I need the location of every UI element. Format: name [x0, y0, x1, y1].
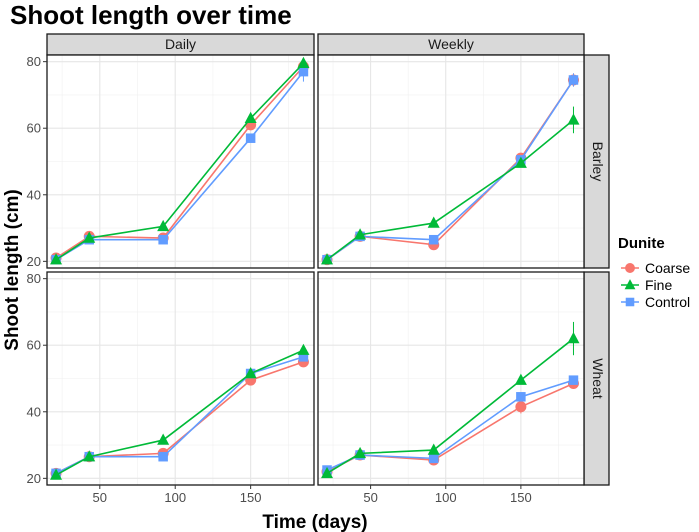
panel-border — [317, 271, 585, 486]
x-tick-label: 100 — [164, 490, 186, 505]
panel-border — [46, 54, 315, 269]
data-point-fine — [83, 231, 96, 243]
facet-panels: Daily Weekly Barley Wheat 20 40 60 80 20 40 60 80 50… — [27, 33, 610, 505]
x-tick-label: 50 — [363, 490, 377, 505]
strip-label: Daily — [165, 36, 196, 52]
data-point-control — [245, 133, 256, 143]
data-point-fine — [244, 111, 257, 123]
data-point-control — [428, 234, 439, 245]
series-fine — [50, 343, 310, 480]
data-point-fine — [50, 468, 63, 480]
x-tick-label: 150 — [240, 490, 262, 505]
legend-title: Dunite — [618, 235, 665, 252]
data-point-fine — [567, 113, 580, 125]
data-point-fine — [83, 450, 96, 462]
facet-strip-daily: Daily — [46, 33, 315, 56]
legend-key-marker — [625, 263, 635, 273]
data-point-control — [428, 453, 439, 464]
data-point-fine — [321, 466, 334, 479]
chart-title: Shoot length over time — [10, 0, 292, 30]
y-tick-label: 60 — [27, 121, 41, 136]
data-point-fine — [354, 446, 367, 459]
data-point-control — [516, 392, 526, 402]
legend-entry-fine: Fine — [621, 277, 672, 293]
data-point-fine — [427, 216, 440, 228]
y-tick-label: 80 — [27, 54, 41, 69]
legend-entry-coarse: Coarse — [621, 260, 690, 276]
strip-label: Weekly — [428, 36, 474, 52]
facet-strip-wheat: Wheat — [583, 271, 610, 486]
data-point-control — [568, 75, 579, 85]
x-tick-label: 150 — [510, 490, 532, 505]
data-point-control — [568, 375, 579, 385]
facet-strip-weekly: Weekly — [317, 33, 585, 56]
y-tick-label: 20 — [27, 471, 41, 486]
legend-entry-control: Control — [621, 294, 690, 310]
data-point-control — [298, 66, 309, 77]
data-point-control — [158, 234, 168, 245]
legend-label: Fine — [645, 277, 672, 293]
y-tick-label: 60 — [27, 338, 41, 353]
legend-label: Coarse — [645, 260, 690, 276]
data-point-fine — [157, 219, 170, 232]
data-point-fine — [514, 156, 527, 168]
series-fine — [321, 106, 580, 265]
data-point-coarse — [515, 401, 527, 413]
y-tick-label: 40 — [27, 187, 41, 202]
data-point-fine — [297, 56, 310, 69]
panel-weekly-wheat: 50 100 150 — [317, 271, 585, 505]
data-point-control — [298, 352, 309, 362]
strip-label: Barley — [590, 142, 606, 182]
facet-strip-barley: Barley — [583, 54, 610, 269]
data-point-fine — [427, 443, 440, 455]
data-point-fine — [297, 343, 310, 355]
x-tick-label: 50 — [93, 490, 107, 505]
panel-daily-barley: 20 40 60 80 — [27, 54, 315, 269]
data-point-fine — [514, 373, 527, 385]
panel-daily-wheat: 20 40 60 80 50 100 150 — [27, 271, 315, 505]
data-point-fine — [354, 228, 367, 240]
data-point-fine — [244, 366, 257, 379]
panel-border — [46, 271, 315, 486]
strip-label: Wheat — [590, 358, 606, 399]
data-point-fine — [157, 433, 170, 445]
panel-border — [317, 54, 585, 269]
x-tick-label: 100 — [435, 490, 457, 505]
y-tick-label: 80 — [27, 271, 41, 286]
data-point-fine — [321, 253, 334, 265]
data-point-control — [158, 451, 168, 462]
legend-key-marker — [624, 279, 636, 290]
data-point-fine — [50, 253, 63, 265]
y-tick-label: 40 — [27, 404, 41, 419]
data-point-fine — [567, 332, 580, 344]
x-axis-title: Time (days) — [262, 512, 367, 532]
strip-background — [583, 54, 610, 269]
panel-weekly-barley — [317, 54, 585, 269]
legend-key-marker — [625, 297, 635, 307]
y-axis-title: Shoot length (cm) — [2, 189, 23, 350]
series-fine — [321, 321, 580, 479]
legend-label: Control — [645, 294, 690, 310]
y-tick-label: 20 — [27, 254, 41, 269]
series-fine — [50, 56, 310, 265]
